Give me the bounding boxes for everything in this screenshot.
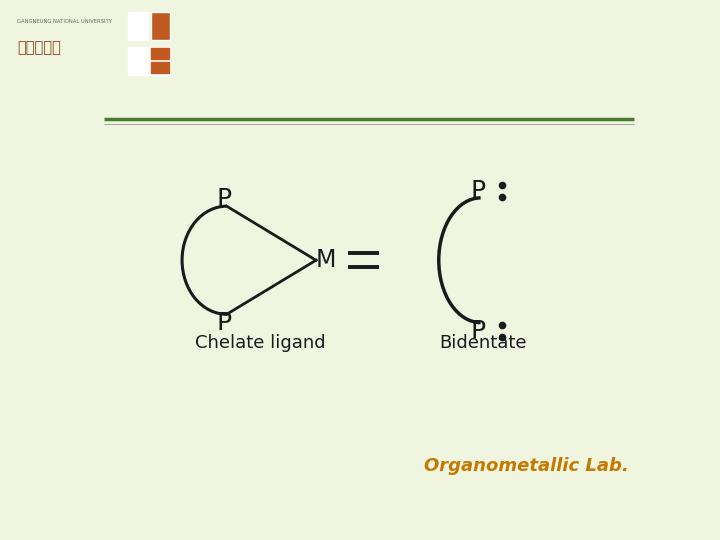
Text: Chelate ligand: Chelate ligand <box>195 334 325 353</box>
Bar <box>150 11 171 40</box>
Text: GANGNEUNG NATIONAL UNIVERSITY: GANGNEUNG NATIONAL UNIVERSITY <box>17 18 112 24</box>
Text: P: P <box>216 187 232 211</box>
Text: P: P <box>216 310 232 335</box>
Bar <box>128 47 171 75</box>
Bar <box>128 11 148 40</box>
Bar <box>150 48 168 59</box>
Text: Organometallic Lab.: Organometallic Lab. <box>423 457 629 475</box>
Bar <box>150 62 168 73</box>
Text: Bidentate: Bidentate <box>440 334 527 353</box>
Text: P: P <box>470 319 485 343</box>
Text: P: P <box>470 179 485 203</box>
Text: M: M <box>316 248 336 272</box>
Text: 강릉대학교: 강릉대학교 <box>17 40 61 55</box>
